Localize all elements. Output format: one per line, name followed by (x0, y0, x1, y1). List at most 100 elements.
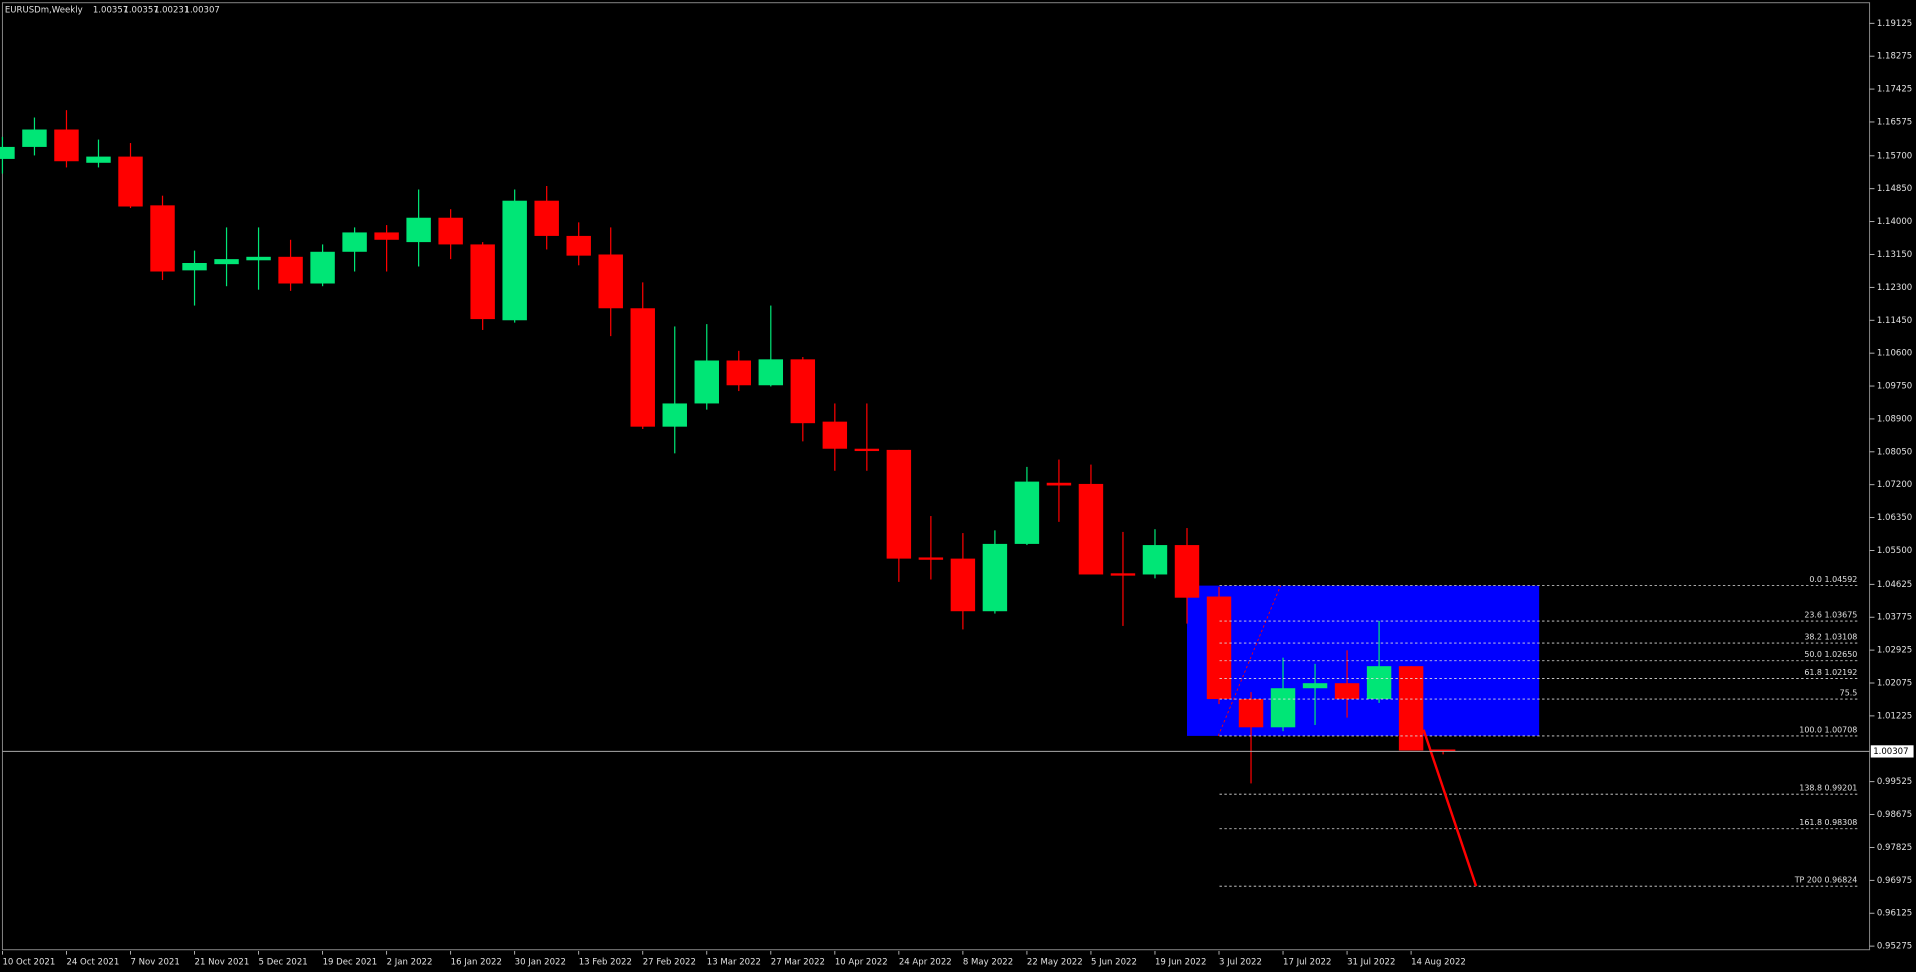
candle-body (1430, 749, 1456, 752)
fib-level-label: 75.5 (1840, 688, 1858, 697)
candle-body (822, 421, 848, 449)
x-tick-label: 24 Apr 2022 (899, 957, 952, 967)
y-tick-label: 1.03775 (1877, 613, 1912, 623)
candle-body (150, 205, 175, 272)
x-tick-label: 10 Oct 2021 (2, 957, 55, 967)
x-tick-label: 24 Oct 2021 (66, 957, 119, 967)
y-tick-label: 0.98675 (1877, 810, 1912, 820)
y-tick-label: 1.05500 (1877, 546, 1912, 556)
y-tick-label: 1.08900 (1877, 414, 1912, 424)
candle-body (1078, 483, 1104, 575)
x-tick-label: 30 Jan 2022 (515, 957, 566, 967)
fib-level-label: 138.8 0.99201 (1799, 784, 1857, 793)
candle-body (854, 448, 880, 452)
candle-body (534, 200, 559, 236)
x-tick-label: 19 Jun 2022 (1155, 957, 1206, 967)
y-tick-label: 1.09750 (1877, 382, 1912, 392)
fib-level-label: 161.8 0.98308 (1799, 818, 1857, 827)
y-tick-label: 1.12300 (1877, 283, 1912, 293)
header-open: 1.00357 (93, 6, 128, 16)
y-tick-label: 1.13150 (1877, 250, 1912, 260)
y-tick-label: 0.99525 (1877, 777, 1912, 787)
candle-body (1142, 545, 1168, 575)
candle-body (1046, 482, 1072, 486)
y-tick-label: 1.07200 (1877, 480, 1912, 490)
candle-body (950, 558, 976, 612)
y-tick-label: 0.96975 (1877, 876, 1912, 886)
x-tick-label: 5 Jun 2022 (1091, 957, 1137, 967)
y-tick-label: 1.11450 (1877, 316, 1912, 326)
candle-body (1302, 683, 1328, 689)
candle-body (22, 129, 47, 147)
fib-level-label: TP 200 0.96824 (1794, 876, 1858, 885)
candle-body (310, 251, 335, 284)
candle-body (758, 359, 784, 386)
y-tick-label: 1.14850 (1877, 184, 1912, 194)
candle-body (790, 359, 816, 424)
y-tick-label: 1.08050 (1877, 447, 1912, 457)
candle-body (726, 360, 752, 386)
header-close: 1.00307 (185, 6, 220, 16)
candle-body (918, 557, 944, 560)
candle-body (278, 256, 303, 284)
x-tick-label: 22 May 2022 (1027, 957, 1083, 967)
candle-body (54, 129, 79, 162)
x-tick-label: 19 Dec 2021 (323, 957, 378, 967)
x-tick-label: 13 Mar 2022 (707, 957, 761, 967)
x-tick-label: 5 Dec 2021 (259, 957, 308, 967)
x-tick-label: 13 Feb 2022 (579, 957, 632, 967)
chart-layer: EURUSDm,Weekly 1.003571.003571.002311.003… (0, 6, 1914, 967)
x-tick-label: 10 Apr 2022 (835, 957, 888, 967)
y-tick-label: 1.19125 (1877, 19, 1912, 29)
y-tick-label: 1.04625 (1877, 580, 1912, 590)
y-tick-label: 1.14000 (1877, 217, 1912, 227)
y-tick-label: 1.17425 (1877, 85, 1912, 95)
x-tick-label: 8 May 2022 (963, 957, 1013, 967)
candle-body (566, 235, 591, 256)
candle-body (214, 259, 239, 265)
x-tick-label: 27 Feb 2022 (643, 957, 696, 967)
candle-body (1174, 545, 1200, 598)
y-tick-label: 1.02925 (1877, 646, 1912, 656)
y-tick-label: 1.02075 (1877, 679, 1912, 689)
header-high: 1.00357 (123, 6, 158, 16)
y-tick-label: 0.97825 (1877, 843, 1912, 853)
y-tick-label: 1.06350 (1877, 513, 1912, 523)
candle-body (1334, 683, 1360, 700)
y-tick-label: 1.01225 (1877, 711, 1912, 721)
x-tick-label: 21 Nov 2021 (195, 957, 250, 967)
fib-level-label: 50.0 1.02650 (1804, 650, 1857, 659)
fib-level-label: 100.0 1.00708 (1799, 725, 1857, 734)
y-tick-label: 1.16575 (1877, 117, 1912, 127)
candle-body (1366, 666, 1392, 700)
candle-body (1238, 699, 1264, 728)
candle-body (502, 200, 527, 321)
projection-line (1422, 729, 1478, 887)
fib-level-label: 61.8 1.02192 (1804, 668, 1857, 677)
candle-body (86, 156, 111, 163)
x-tick-label: 7 Nov 2021 (131, 957, 180, 967)
x-tick-label: 2 Jan 2022 (387, 957, 433, 967)
x-tick-label: 31 Jul 2022 (1347, 957, 1395, 967)
candle-body (1110, 573, 1136, 576)
candle-body (1206, 596, 1232, 700)
x-tick-label: 16 Jan 2022 (451, 957, 502, 967)
bid-label: 1.00307 (1873, 747, 1908, 757)
candle-body (598, 254, 623, 309)
plot-frame (1, 2, 1871, 951)
y-tick-label: 1.15700 (1877, 151, 1912, 161)
candle-body (886, 449, 912, 559)
bid-box (1870, 745, 1914, 758)
candle-body (246, 256, 271, 261)
x-tick-label: 14 Aug 2022 (1411, 957, 1466, 967)
symbol-label: EURUSDm,Weekly (5, 6, 83, 16)
x-tick-label: 3 Jul 2022 (1219, 957, 1262, 967)
y-tick-label: 1.10600 (1877, 349, 1912, 359)
candle-body (662, 403, 687, 427)
candle-body (374, 232, 399, 240)
candle-body (438, 217, 463, 245)
candle-body (1270, 688, 1296, 728)
y-tick-label: 0.96125 (1877, 909, 1912, 919)
